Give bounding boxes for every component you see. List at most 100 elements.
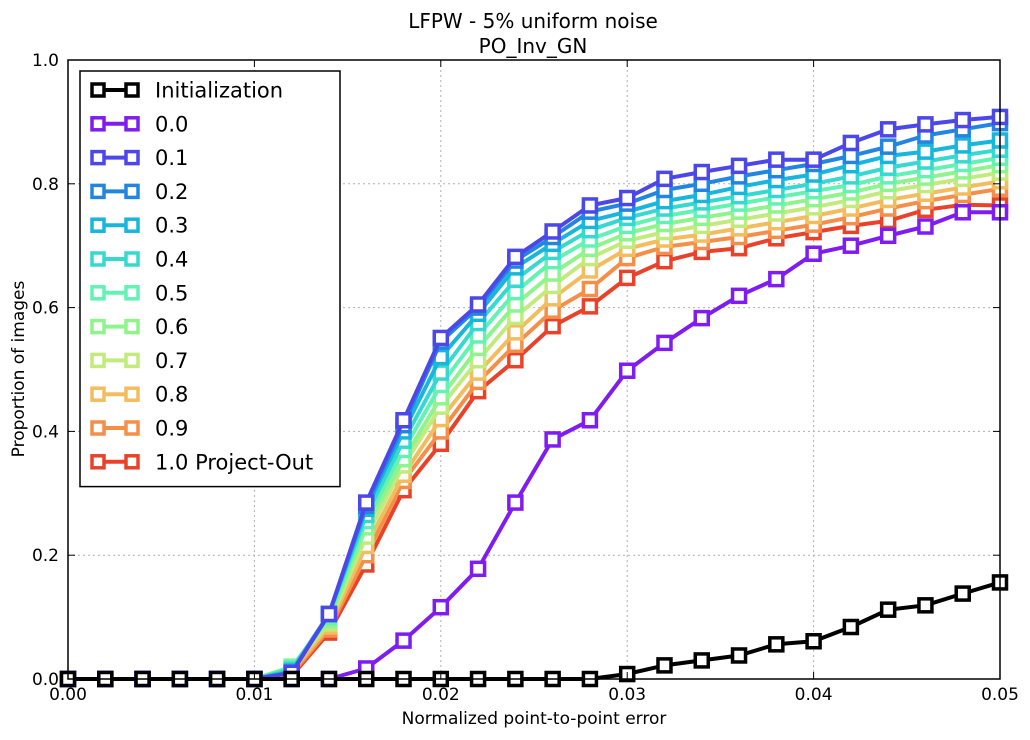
data-point: [656, 657, 673, 674]
data-point: [805, 632, 822, 650]
data-point: [507, 248, 524, 266]
data-point: [842, 237, 860, 254]
data-point: [879, 121, 897, 138]
legend-label: Initialization: [155, 79, 283, 103]
legend-label: 1.0 Project-Out: [155, 450, 313, 474]
legend-marker: [124, 454, 140, 470]
data-point: [917, 116, 934, 133]
legend-item: 0.2: [90, 180, 188, 204]
data-point: [544, 431, 561, 448]
data-point: [730, 157, 748, 175]
legend-item: 0.1: [90, 146, 188, 170]
data-point: [507, 351, 524, 369]
legend-label: 0.6: [155, 315, 188, 339]
data-point: [954, 585, 971, 602]
data-point: [730, 287, 748, 305]
legend-marker: [90, 82, 106, 98]
data-point: [842, 618, 860, 636]
legend-box: [79, 70, 341, 488]
legend-marker: [124, 285, 140, 301]
y-tick-label: 1.0: [32, 51, 59, 71]
legend-item: 0.6: [90, 315, 188, 339]
legend-marker: [124, 82, 140, 98]
legend-marker: [90, 420, 106, 436]
legend-item: 0.9: [90, 417, 188, 441]
y-tick-label: 0.8: [32, 175, 59, 195]
data-point: [768, 636, 785, 653]
legend-label: 0.2: [155, 180, 188, 204]
legend-item: 0.8: [90, 383, 188, 407]
data-point: [581, 412, 599, 429]
data-point: [917, 597, 934, 614]
data-point: [544, 317, 561, 335]
legend-marker: [124, 386, 140, 402]
data-point: [656, 252, 673, 270]
data-point: [618, 189, 636, 207]
legend-marker: [124, 318, 140, 335]
legend-marker: [124, 183, 140, 200]
data-point: [395, 632, 412, 649]
legend-label: 0.3: [155, 214, 188, 238]
legend-item: 0.3: [90, 214, 188, 238]
plot-frame: [67, 59, 1001, 680]
legend-marker: [124, 217, 140, 233]
chart-title: LFPW - 5% uniform noise: [408, 9, 658, 33]
x-tick-label: 0.02: [422, 685, 460, 705]
legend-label: 0.7: [155, 349, 188, 373]
legend-label: 0.9: [155, 417, 188, 441]
data-point: [842, 134, 860, 152]
data-point: [954, 137, 971, 154]
series-line: [68, 580, 1001, 681]
y-tick-label: 0.6: [32, 299, 59, 319]
legend-marker: [90, 285, 106, 301]
x-axis-label: Normalized point-to-point error: [402, 709, 667, 729]
x-tick-label: 0.04: [795, 685, 833, 705]
legend-item: 0.4: [90, 248, 188, 272]
y-tick-label: 0.2: [32, 546, 59, 566]
y-tick-label: 0.0: [32, 670, 59, 690]
data-point: [656, 170, 673, 188]
x-tick-label: 0.01: [235, 685, 273, 705]
data-point: [917, 143, 934, 160]
legend-marker: [90, 386, 106, 402]
data-point: [469, 560, 487, 578]
y-axis-label: Proportion of images: [9, 281, 29, 458]
data-point: [507, 494, 524, 511]
legend: Initialization 0.0 0.1 0.2 0.3 0.4 0.5 0.6 0.7 0.…: [79, 70, 341, 488]
series-group: [59, 108, 1009, 688]
data-point: [544, 223, 561, 240]
data-point: [879, 601, 897, 618]
legend-marker: [90, 116, 106, 132]
data-point: [768, 270, 785, 288]
legend-label: 0.0: [155, 112, 188, 136]
legend-item: Initialization: [90, 79, 283, 103]
series-initialization: [59, 574, 1009, 688]
legend-marker: [90, 454, 106, 470]
data-point: [954, 111, 971, 129]
data-point: [954, 204, 971, 221]
data-point: [581, 197, 599, 214]
data-point: [469, 296, 487, 313]
axis-ticks: 0.00 0.01 0.02 0.03 0.04 0.05 0.0 0.2 0.4 0.6 0.8 1…: [32, 51, 1019, 705]
legend-label: 0.1: [155, 146, 188, 170]
data-point: [730, 647, 748, 664]
data-point: [842, 147, 860, 165]
legend-marker: [90, 352, 106, 369]
data-point: [805, 245, 822, 262]
legend-marker: [90, 149, 106, 166]
legend-marker: [124, 251, 140, 267]
data-point: [432, 598, 450, 616]
data-point: [693, 652, 711, 669]
data-point: [432, 329, 450, 347]
data-point: [879, 138, 897, 155]
legend-label: 0.8: [155, 383, 188, 407]
data-point: [618, 269, 636, 287]
legend-label: 0.5: [155, 281, 188, 305]
chart-subtitle: PO_Inv_GN: [479, 34, 588, 58]
x-tick-label: 0.00: [49, 685, 87, 705]
data-point: [395, 412, 412, 429]
legend-item: 0.5: [90, 281, 188, 305]
data-point: [768, 151, 785, 168]
legend-marker: [124, 116, 140, 132]
